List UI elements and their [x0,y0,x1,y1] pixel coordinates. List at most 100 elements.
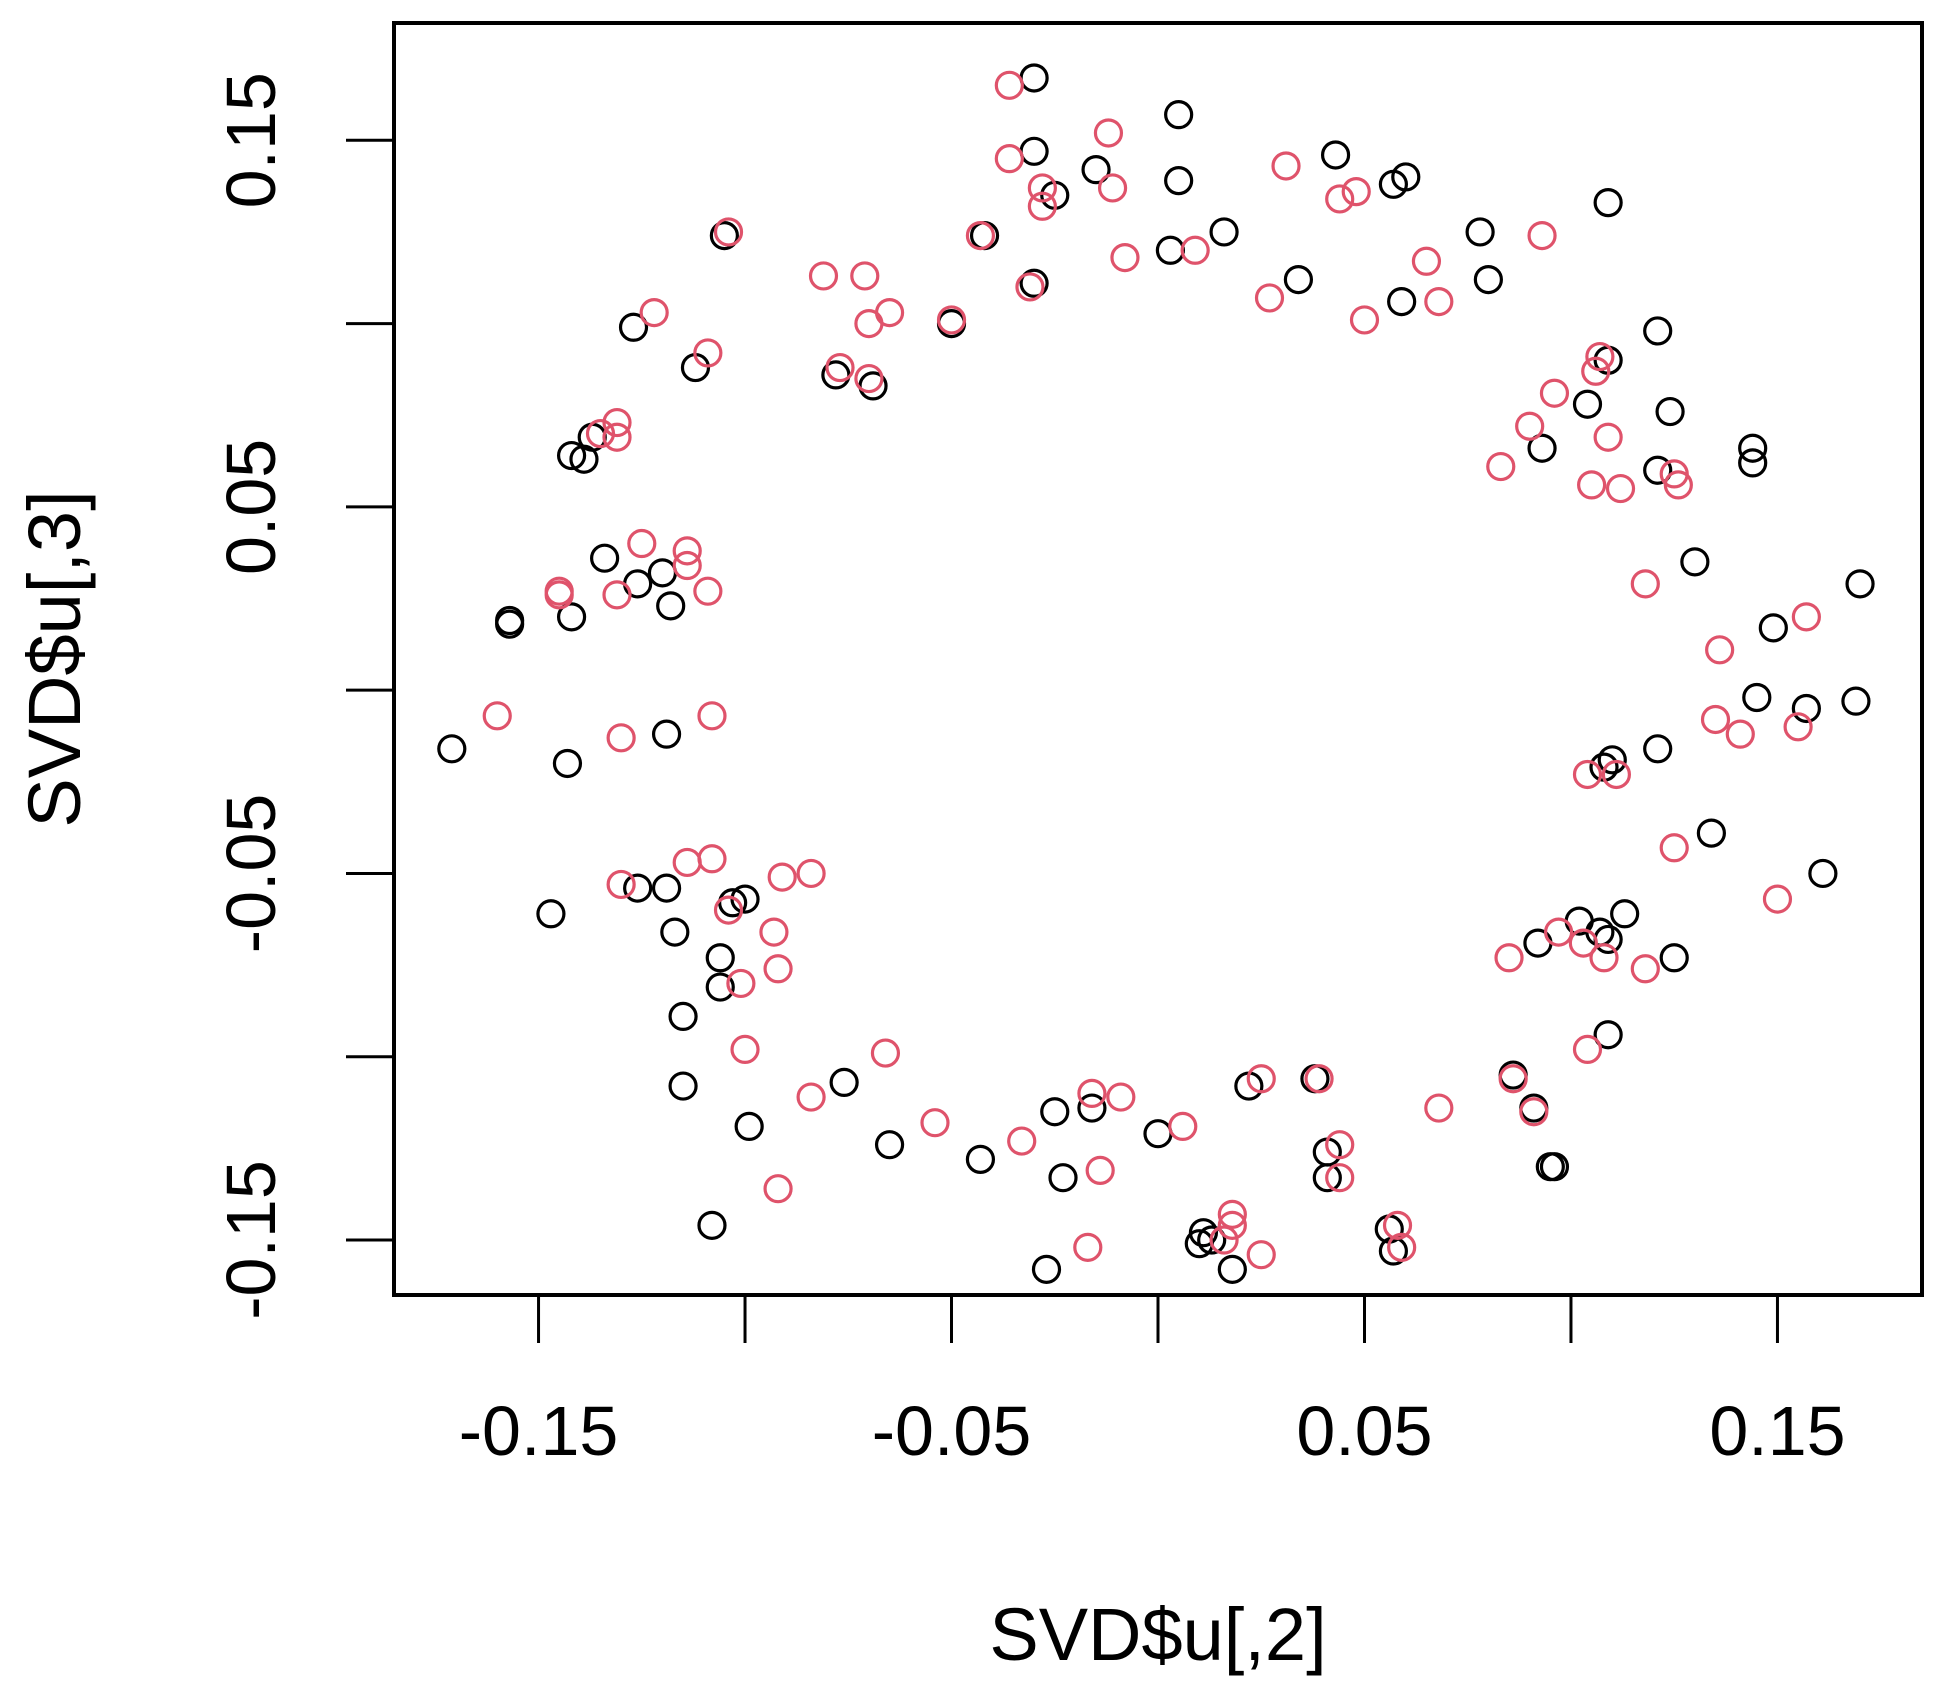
data-point [1391,162,1421,192]
data-point [1097,173,1128,203]
data-point [1572,759,1603,790]
data-point [1680,547,1710,577]
data-point [1110,243,1140,273]
data-point [874,1130,905,1160]
data-point [1254,283,1285,313]
data-point [1630,569,1660,599]
data-point [1424,286,1454,317]
data-point [1048,1163,1078,1193]
data-point [1325,184,1355,214]
data-point [1705,635,1735,665]
data-point [1630,954,1660,984]
data-point [825,352,855,383]
data-point [672,536,702,566]
data-point [965,221,996,251]
y-tick-label: -0.05 [212,794,290,954]
data-point [936,305,967,335]
data-point [1081,155,1111,185]
data-point [1585,341,1615,372]
data-point [1031,1254,1062,1284]
data-point [1209,217,1239,247]
data-point [602,580,632,610]
data-point [1465,217,1495,247]
data-point [536,899,566,929]
x-axis-title: SVD$u[,2] [989,1593,1326,1676]
data-point [829,1067,859,1097]
data-point [1593,188,1623,218]
data-point [556,440,587,471]
data-point [1577,470,1607,500]
data-point [1725,719,1755,749]
data-point [1659,943,1689,973]
data-point [1593,1020,1623,1050]
data-point [639,297,669,328]
data-point [1320,140,1351,170]
data-point [1209,1225,1239,1255]
data-point [1304,1064,1334,1094]
data-point [1093,118,1124,148]
data-point [1486,451,1516,482]
data-point [1738,433,1768,463]
data-point [705,943,735,973]
x-tick-label: -0.15 [459,1392,619,1470]
data-point [606,869,636,900]
series-2 [482,70,1821,1270]
data-point [1180,235,1210,265]
data-point [713,217,744,247]
y-tick-label: -0.15 [212,1160,290,1320]
data-point [1527,221,1557,251]
data-point [569,444,599,474]
data-point [437,734,467,764]
data-point [544,580,574,610]
data-point [1643,316,1673,346]
data-point [656,591,686,621]
plot-frame [392,21,1924,1297]
data-point [796,858,826,889]
data-point [1027,191,1057,221]
data-point [697,844,727,874]
data-point [651,719,682,749]
data-point [668,1071,698,1101]
data-point [1519,1097,1549,1127]
data-point [705,972,735,1002]
y-tick-label: 0.05 [212,439,290,575]
data-point [1601,759,1632,790]
data-point [1019,268,1049,298]
data-point [1217,1199,1247,1229]
data-point [994,144,1024,174]
data-point [602,422,632,452]
data-point [763,954,793,984]
data-point [1527,433,1557,463]
data-point [1845,569,1875,599]
data-point [1841,686,1871,716]
data-point [495,605,525,636]
data-point [1643,734,1673,764]
data-point [870,1038,901,1068]
data-point [1382,1210,1413,1240]
data-point [1387,1232,1417,1262]
data-point [1543,917,1574,947]
data-point [1349,305,1380,335]
data-point [1312,1163,1342,1193]
data-point [1589,943,1619,973]
data-point [623,873,653,903]
data-point [1610,899,1640,929]
data-point [1791,693,1821,724]
data-point [1283,264,1314,295]
data-point [1696,818,1726,848]
data-point [1040,1097,1070,1127]
x-axis: -0.15 -0.05 0.05 0.15 [459,1293,1846,1470]
data-point [693,576,723,606]
data-point [1387,286,1417,317]
data-point [1498,1064,1528,1094]
data-point [1597,745,1627,775]
data-point [482,701,512,731]
data-point [1164,166,1194,196]
data-point [965,1144,996,1174]
data-point [627,528,657,559]
data-point [1568,928,1598,958]
data-point [697,701,727,731]
data-point [763,1174,793,1204]
data-point [1085,1155,1115,1185]
